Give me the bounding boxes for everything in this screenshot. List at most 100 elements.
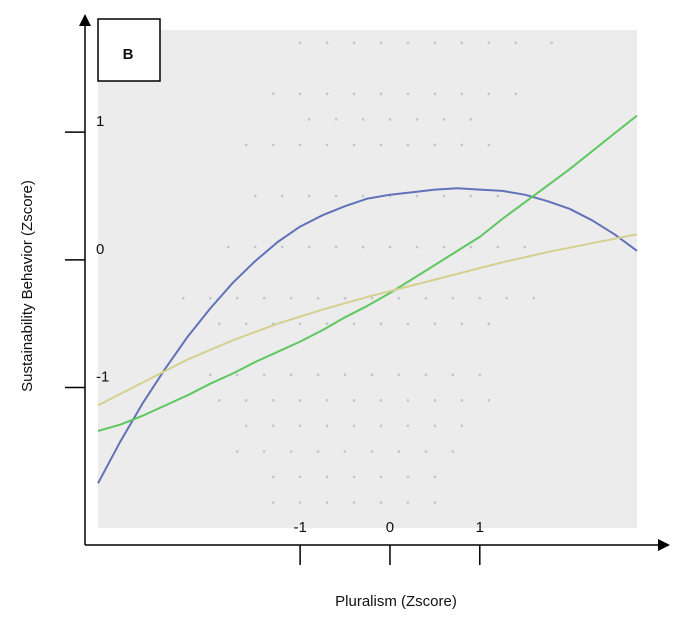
x-tick-label: 1 (476, 519, 484, 536)
series-line-2 (97, 114, 638, 432)
scatter-point (253, 245, 257, 249)
plot-background (98, 30, 637, 528)
scatter-point (370, 450, 374, 453)
scatter-point (514, 41, 517, 45)
fit-curves (97, 114, 638, 484)
scatter-point (298, 322, 302, 326)
scatter-point (289, 296, 293, 300)
scatter-point (397, 373, 401, 377)
scatter-points (182, 41, 553, 504)
scatter-point (298, 501, 302, 504)
panel-label-box: B (97, 18, 161, 82)
scatter-point (379, 322, 383, 326)
scatter-point (469, 194, 473, 198)
scatter-point (361, 194, 365, 198)
scatter-point (496, 194, 500, 198)
y-axis-title: Sustainability Behavior (Zscore) (19, 180, 36, 392)
scatter-point (379, 475, 383, 479)
scatter-point (235, 296, 239, 300)
scatter-point (433, 41, 437, 45)
scatter-point (388, 245, 392, 249)
scatter-point (433, 424, 437, 428)
scatter-point (209, 296, 212, 300)
scatter-point (262, 296, 266, 300)
scatter-point (235, 373, 239, 377)
scatter-point (298, 399, 302, 402)
scatter-point (271, 501, 275, 504)
scatter-point (271, 424, 275, 428)
scatter-point (433, 475, 437, 479)
scatter-point (487, 143, 491, 147)
scatter-point (244, 399, 248, 402)
scatter-point (514, 92, 517, 96)
scatter-point (505, 296, 509, 300)
scatter-point (307, 245, 311, 249)
scatter-point (271, 399, 275, 402)
scatter-point (352, 322, 356, 326)
scatter-point (271, 92, 275, 96)
scatter-point (325, 41, 329, 45)
scatter-point (451, 450, 455, 453)
scatter-point (209, 373, 212, 377)
scatter-point (460, 92, 464, 96)
series-line-1 (97, 187, 638, 484)
scatter-point (271, 143, 275, 147)
scatter-point (227, 245, 230, 249)
panel-label: B (123, 46, 134, 63)
scatter-point (352, 424, 356, 428)
scatter-point (433, 501, 437, 504)
scatter-point (442, 118, 446, 121)
scatter-point (433, 143, 437, 147)
scatter-point (244, 322, 248, 326)
scatter-point (271, 475, 275, 479)
scatter-point (334, 245, 338, 249)
scatter-point (325, 501, 329, 504)
scatter-point (298, 143, 302, 147)
scatter-point (379, 41, 383, 45)
scatter-point (424, 373, 428, 377)
scatter-point (334, 194, 338, 198)
scatter-point (469, 245, 473, 249)
scatter-point (262, 450, 266, 453)
scatter-point (379, 143, 383, 147)
scatter-point (325, 143, 329, 147)
scatter-point (424, 296, 428, 300)
scatter-point (460, 322, 464, 326)
scatter-point (280, 194, 284, 198)
scatter-point (406, 475, 410, 479)
scatter-point (460, 424, 464, 428)
scatter-point (298, 41, 302, 45)
scatter-point (442, 245, 446, 249)
scatter-point (352, 92, 356, 96)
scatter-point (379, 424, 383, 428)
scatter-point (415, 245, 419, 249)
scatter-point (244, 424, 248, 428)
scatter-point (424, 450, 428, 453)
scatter-point (352, 501, 356, 504)
scatter-point (433, 322, 437, 326)
scatter-point (406, 399, 410, 402)
scatter-point (406, 501, 410, 504)
scatter-point (235, 450, 239, 453)
scatter-point (379, 399, 383, 402)
y-tick-label: -1 (96, 369, 109, 386)
scatter-point (352, 41, 356, 45)
scatter-point (415, 118, 419, 121)
y-tick-label: 0 (96, 241, 104, 258)
scatter-point (298, 92, 302, 96)
scatter-point (352, 143, 356, 147)
scatter-point (218, 399, 221, 402)
scatter-point (478, 296, 482, 300)
scatter-point (343, 296, 347, 300)
scatter-point (361, 118, 365, 121)
scatter-point (487, 322, 491, 326)
scatter-point (496, 245, 500, 249)
x-tick-label: -1 (293, 519, 306, 536)
scatter-point (182, 296, 185, 300)
scatter-point (451, 296, 455, 300)
scatter-point (460, 143, 464, 147)
scatter-point (397, 450, 401, 453)
scatter-point (442, 194, 446, 198)
x-tick-label: 0 (386, 519, 394, 536)
scatter-point (388, 118, 392, 121)
